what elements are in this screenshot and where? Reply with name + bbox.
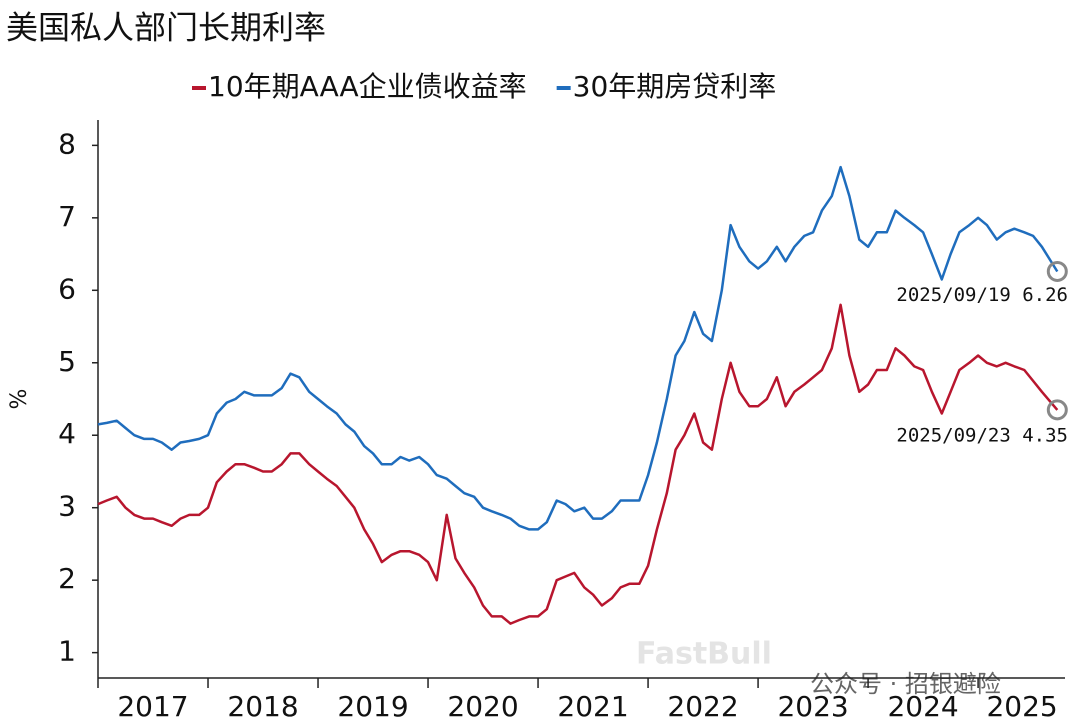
y-tick-label: 2 <box>58 562 76 595</box>
y-tick-label: 8 <box>58 127 76 160</box>
x-tick-label: 2020 <box>447 690 518 723</box>
annotation: 2025/09/19 6.26 <box>896 284 1068 306</box>
watermark: 公众号 · 招银避险 <box>810 670 1001 698</box>
annotation: 2025/09/23 4.35 <box>896 424 1068 446</box>
x-tick-label: 2023 <box>777 690 848 723</box>
y-tick-label: 7 <box>58 200 76 233</box>
end-marker <box>1046 399 1068 421</box>
y-tick-label: 3 <box>58 490 76 523</box>
series-line <box>97 165 1059 531</box>
x-tick-label: 2025 <box>986 690 1057 723</box>
x-tick-label: 2018 <box>227 690 298 723</box>
x-tick-label: 2022 <box>667 690 738 723</box>
y-tick-label: 6 <box>58 272 76 305</box>
y-axis-label: % <box>7 389 32 410</box>
x-tick-label: 2017 <box>117 690 188 723</box>
y-tick-label: 4 <box>58 417 76 450</box>
end-marker <box>1046 260 1068 282</box>
y-tick-label: 5 <box>58 345 76 378</box>
watermark: FastBull <box>636 637 772 672</box>
chart-title: 美国私人部门长期利率 <box>6 9 326 47</box>
y-tick-label: 1 <box>58 635 76 668</box>
legend-label: 10年期AAA企业债收益率 <box>208 70 527 103</box>
x-tick-label: 2021 <box>557 690 628 723</box>
legend-label: 30年期房贷利率 <box>573 70 777 103</box>
x-tick-label: 2019 <box>337 690 408 723</box>
series-line <box>97 303 1059 625</box>
x-tick-label: 2024 <box>887 690 958 723</box>
